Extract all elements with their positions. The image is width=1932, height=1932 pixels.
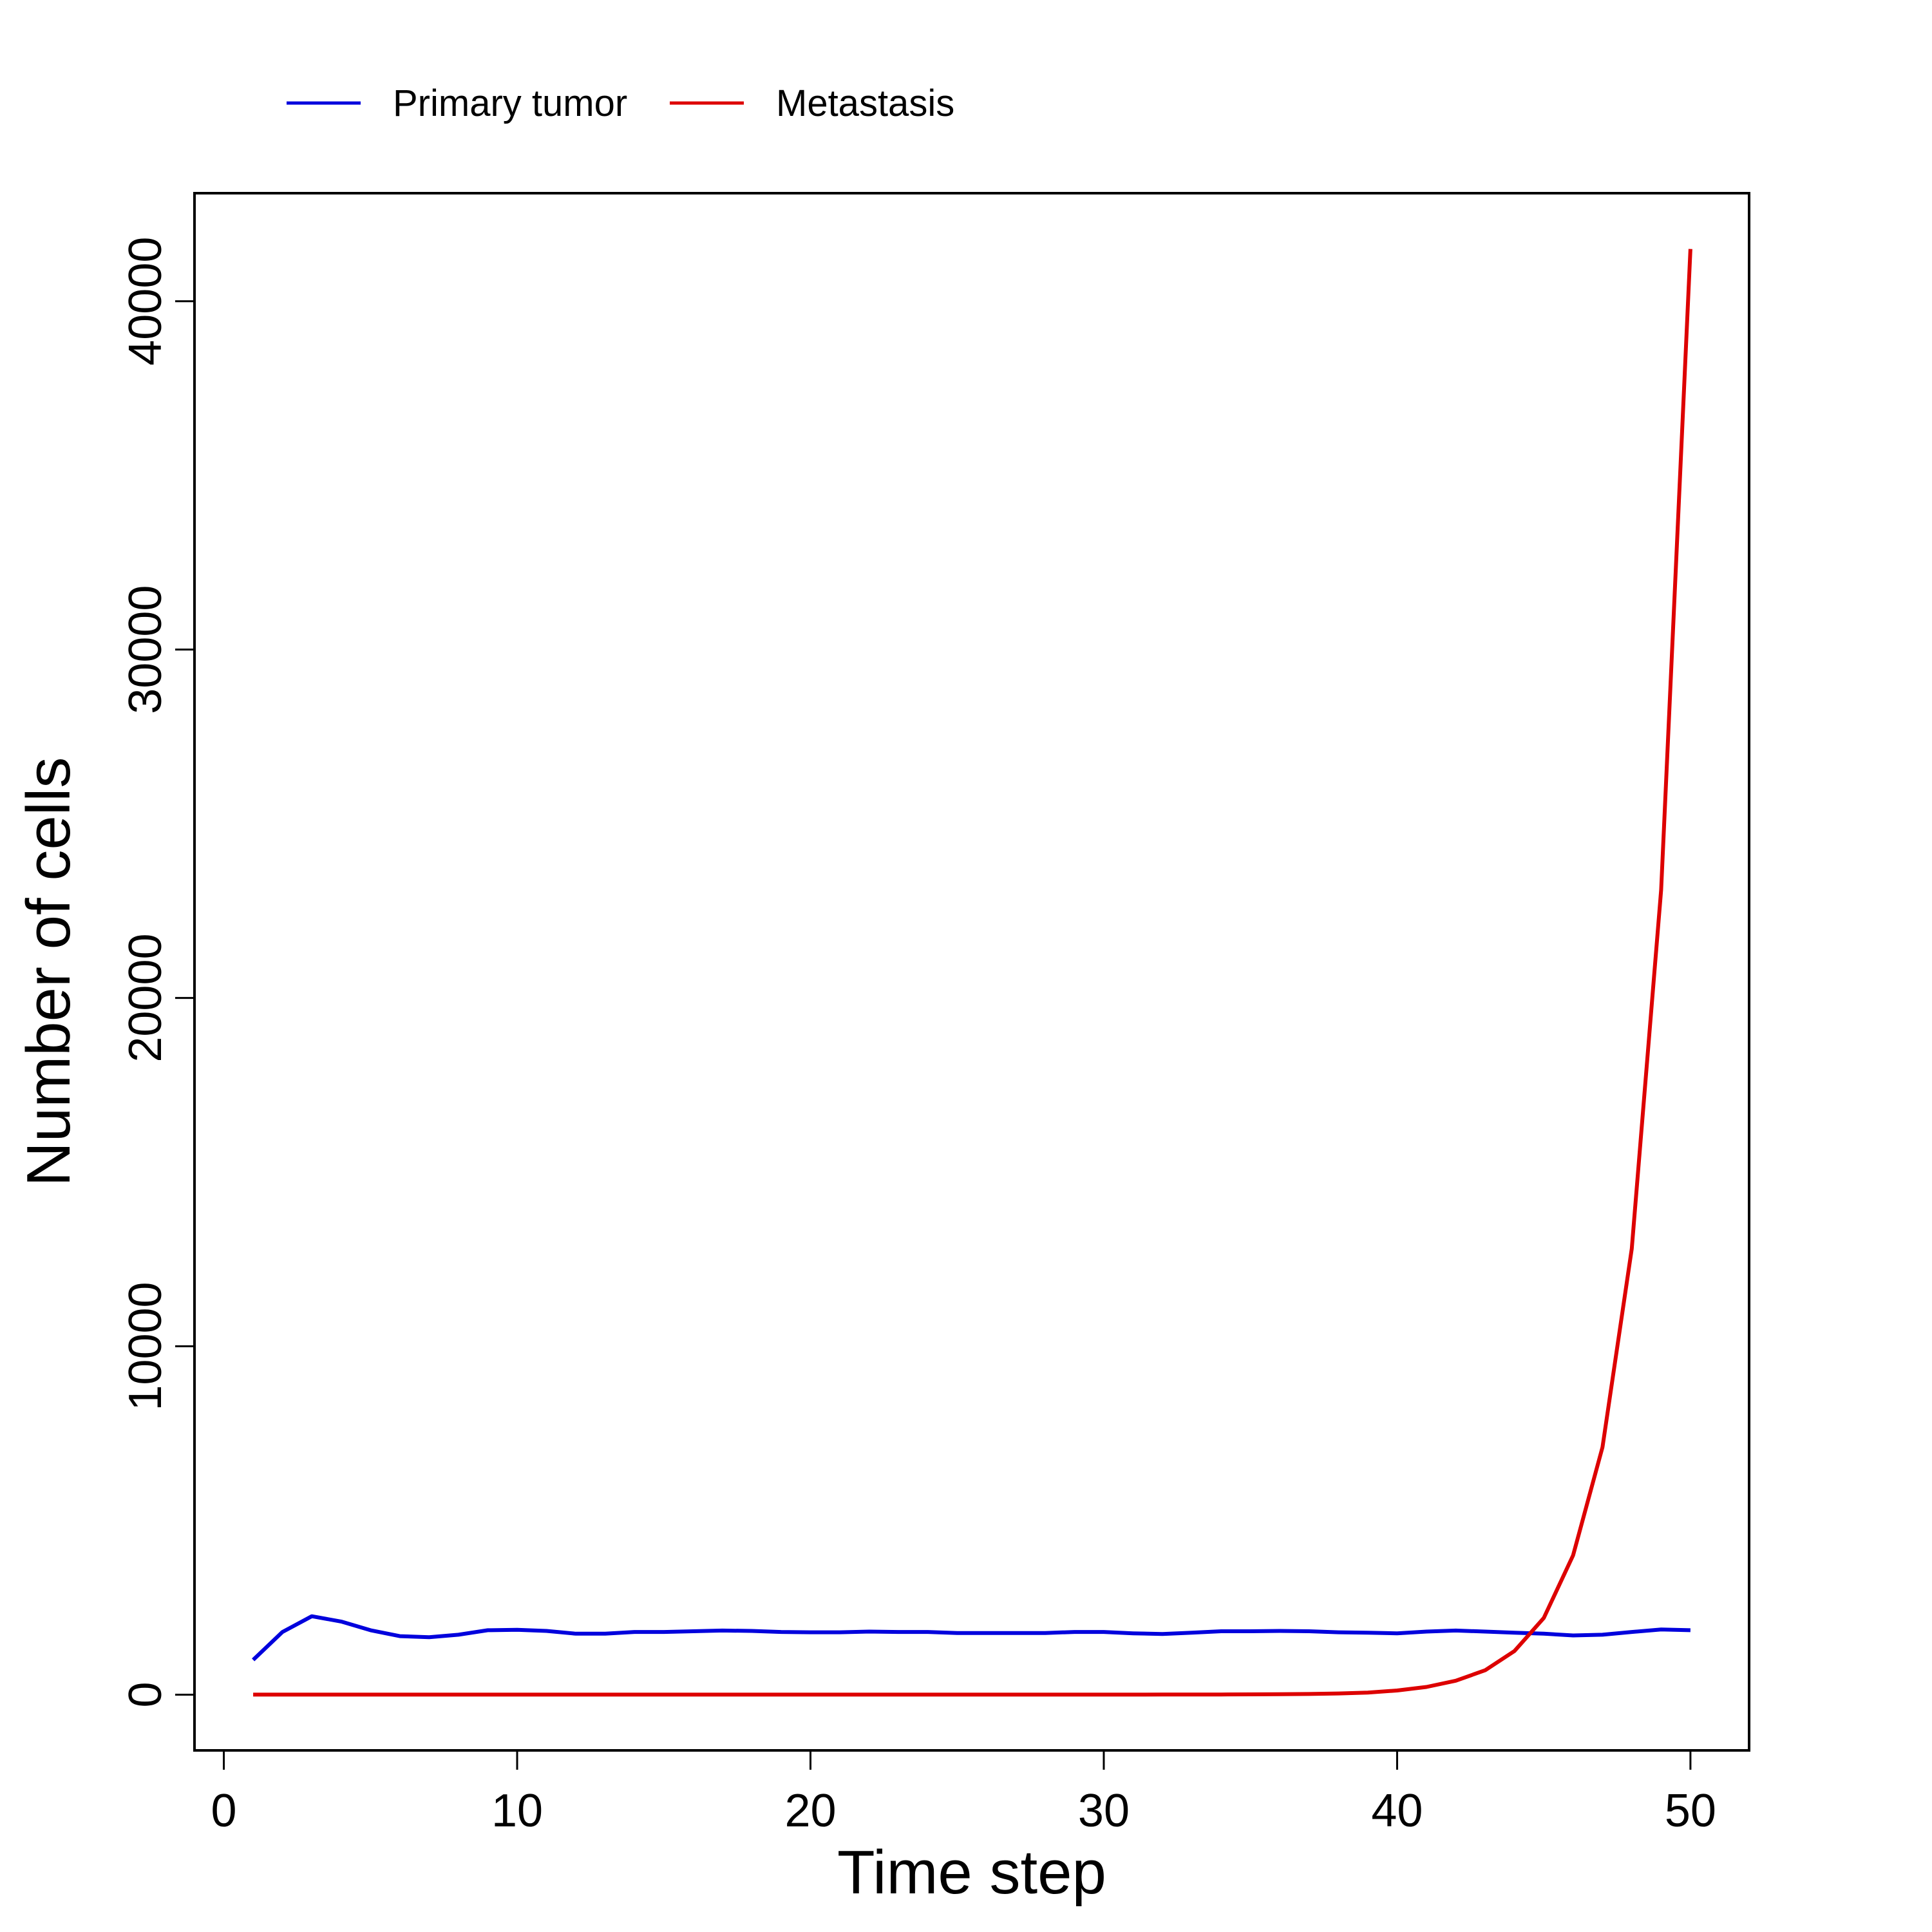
series-line [253,249,1692,1697]
y-axis-title: Number of cells [14,757,83,1187]
legend-label: Primary tumor [393,82,627,124]
x-tick-label: 0 [211,1785,237,1837]
series-metastasis [253,249,1692,1697]
legend: Primary tumor Metastasis [287,82,954,124]
y-axis: 0 10000 20000 30000 40000 [120,237,196,1707]
y-tick-label: 20000 [120,933,171,1062]
series-layer [252,249,1692,1697]
y-tick-label: 10000 [120,1282,171,1410]
x-tick-label: 50 [1665,1785,1716,1837]
series-primary-tumor [252,1614,1690,1662]
x-tick-label: 20 [784,1785,836,1837]
x-tick-label: 30 [1078,1785,1130,1837]
plot-area [193,192,1750,1752]
y-tick-label: 0 [120,1681,171,1707]
y-tick-label: 40000 [120,237,171,366]
legend-item: Primary tumor [287,82,627,124]
x-axis-title: Time step [837,1838,1106,1907]
x-tick-label: 40 [1371,1785,1423,1837]
series-line [252,1614,1690,1662]
y-tick-label: 30000 [120,585,171,714]
x-tick-label: 10 [491,1785,543,1837]
plot-frame [193,192,1750,1752]
legend-label: Metastasis [776,82,954,124]
legend-item: Metastasis [670,82,954,124]
x-axis: 0 10 20 30 40 50 [211,1749,1716,1837]
